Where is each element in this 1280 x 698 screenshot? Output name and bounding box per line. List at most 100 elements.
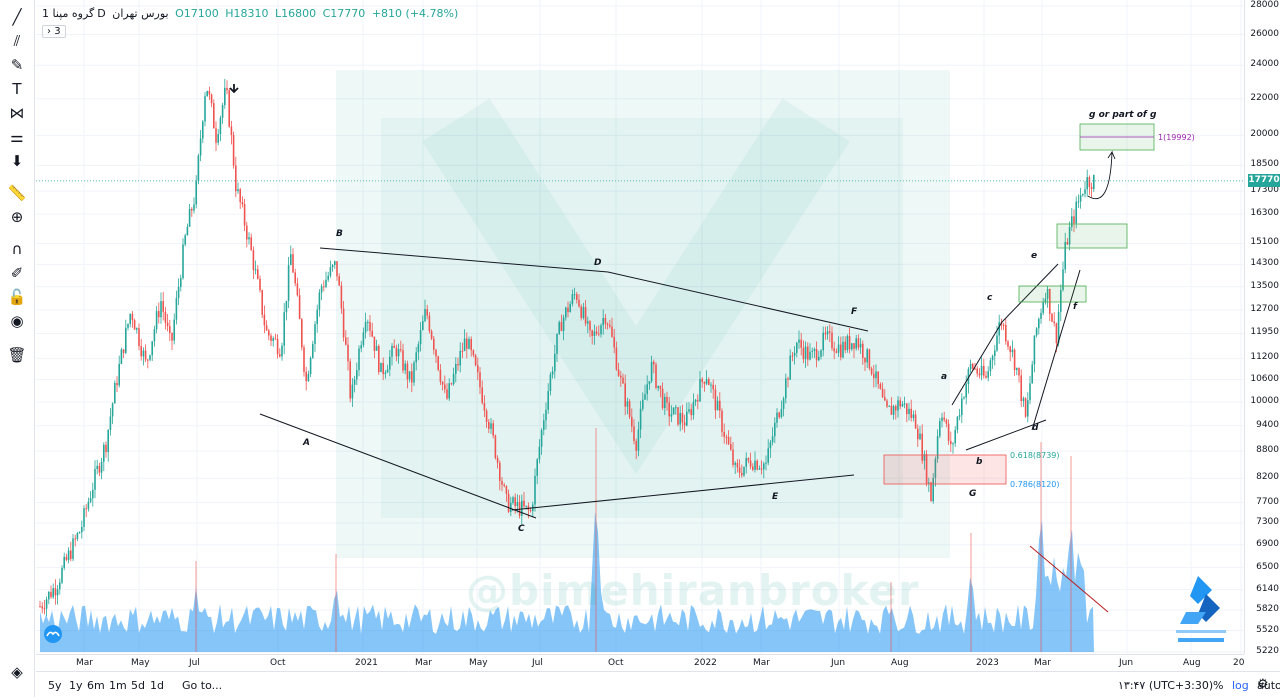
candle-body [580,306,582,318]
prediction-icon[interactable]: ⚌ [10,128,24,146]
arrow-down-icon[interactable]: ⬇ [10,152,24,170]
candle-body [92,489,94,499]
layers-icon[interactable]: ◈ [11,663,23,681]
range-5d[interactable]: 5d [131,679,145,692]
candle-body [747,458,750,461]
candle-body [1013,349,1016,371]
interval-label[interactable]: 1D [42,7,106,20]
candle-body [666,396,668,403]
candle-body [254,269,257,271]
low-value: L16800 [275,7,317,20]
range-1d[interactable]: 1d [150,679,164,692]
candle-body [523,500,525,507]
percent-toggle[interactable]: % [1213,679,1224,692]
eye-icon[interactable]: ◉ [10,312,24,330]
candle-body [703,381,706,384]
candle-body [204,96,206,122]
range-6m[interactable]: 6m [87,679,105,692]
candle-body [771,436,774,443]
candle-body [232,134,235,166]
candle-body [672,407,675,415]
candle-body [67,550,70,560]
candle-body [811,350,813,352]
range-1m[interactable]: 1m [109,679,127,692]
candle-body [862,343,864,358]
candle-body [895,406,897,411]
candle-body [813,349,816,351]
candle-body [516,502,519,507]
candle-body [679,413,681,425]
candle-body [560,322,563,331]
candle-body [939,421,941,437]
candle-body [463,338,466,352]
pitchfork-icon[interactable]: ⫽ [13,32,21,50]
settings-gear-icon[interactable]: ⚙ [1257,677,1269,692]
range-5y[interactable]: 5y [48,679,62,692]
trend-line-icon[interactable]: ╱ [12,8,22,26]
candle-body [653,361,655,365]
candle-body [54,588,57,596]
candle-body [70,550,72,559]
candle-body [712,384,714,390]
candle-body [697,399,699,402]
candle-body [514,497,516,507]
candle-body [769,442,772,449]
price-tick-label: 22000 [1250,92,1279,103]
indicator-collapse-button[interactable]: › 3 [42,25,66,38]
candle-body [351,384,354,399]
ruler-icon[interactable]: 📏 [7,184,27,202]
chart-canvas[interactable] [36,0,1244,654]
candle-body [52,588,54,598]
time-axis[interactable]: Mar May Jul Oct 2021 Mar May Jul Oct 2022 Mar Jun Au… [36,654,1244,671]
magnet-icon[interactable]: ∩ [11,240,23,258]
wave-label-F: F [851,307,858,317]
wave-label-g: g or part of g [1089,110,1157,120]
candle-body [875,371,877,379]
log-toggle[interactable]: log [1232,679,1249,692]
lock-icon[interactable]: 🔓 [7,288,27,306]
price-tick-label: 16300 [1250,208,1279,219]
candle-body [842,341,844,358]
candle-body [573,294,576,296]
candle-body [609,324,611,327]
text-icon[interactable]: T [12,80,22,98]
brush-icon[interactable]: ✎ [10,56,24,74]
candle-body [382,362,384,375]
candle-body [107,429,109,453]
chart-area[interactable]: @bimehiranbroker [36,0,1244,654]
fib-target-label: 1(19992) [1158,133,1195,142]
symbol-legend[interactable]: گروه مپنا 1D بورس تهران O17100 H18310 L1… [42,7,461,20]
close-value: C17770 [322,7,366,20]
candle-body [437,356,439,370]
symbol-name[interactable]: گروه مپنا [52,7,95,20]
candle-body [283,312,285,346]
candle-body [74,538,76,540]
candle-body [1079,195,1082,202]
candle-body [444,384,446,390]
wave-label-c: c [987,293,993,303]
open-value: O17100 [175,7,219,20]
candle-body [448,383,450,399]
price-axis[interactable]: 28000 26000 24000 22000 20000 18500 17300 16300… [1244,0,1280,656]
candle-body [881,388,884,398]
candle-body [417,344,420,353]
candle-body [490,423,492,429]
trash-icon[interactable]: 🗑 [7,346,27,364]
candle-body [345,337,347,345]
price-tick-label: 5520 [1256,624,1279,635]
range-1y[interactable]: 1y [69,679,83,692]
lock-drawing-icon[interactable]: ✐ [10,264,24,282]
pattern-icon[interactable]: ⋈ [9,104,25,122]
indicator-count: 3 [54,26,61,37]
candle-body [470,339,472,351]
candle-body [1031,364,1033,384]
zoom-in-icon[interactable]: ⊕ [10,208,24,226]
candle-body [248,237,250,240]
auto-toggle[interactable]: auto [1257,679,1280,692]
goto-button[interactable]: Go to... [182,679,223,692]
candle-body [166,322,169,327]
candle-body [767,448,769,463]
candle-body [380,362,382,372]
price-tick-label: 14300 [1250,258,1279,269]
candle-body [397,349,400,357]
